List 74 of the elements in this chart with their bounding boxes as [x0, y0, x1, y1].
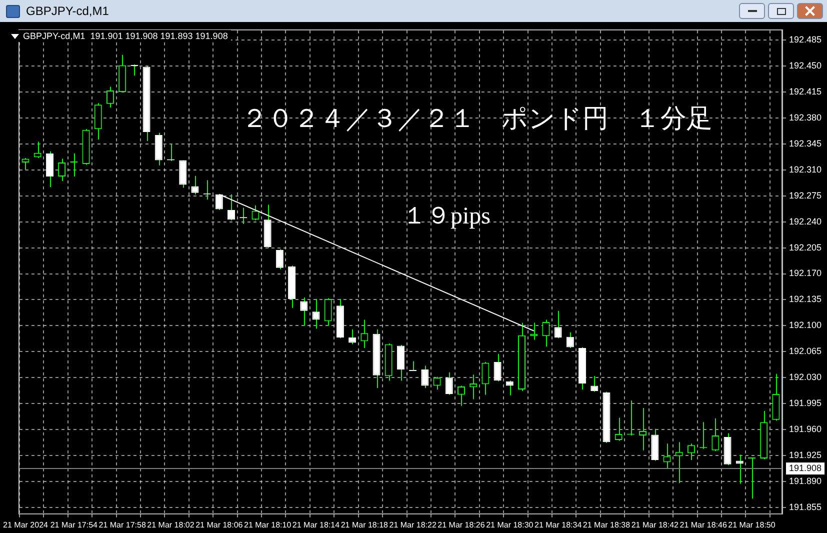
y-tick-label: 192.100	[789, 320, 822, 330]
x-tick-label: 21 Mar 18:02	[147, 520, 195, 530]
candlestick	[34, 141, 42, 159]
y-tick-label: 192.310	[789, 164, 822, 174]
candlestick	[130, 64, 138, 76]
candlestick	[482, 362, 490, 396]
x-tick-label: 21 Mar 18:26	[438, 520, 486, 530]
candlestick	[70, 153, 78, 178]
y-tick-label: 192.450	[789, 60, 822, 70]
candlestick	[348, 328, 356, 345]
candlestick	[396, 344, 404, 382]
x-tick-label: 21 Mar 18:34	[534, 520, 582, 530]
candlestick	[470, 374, 478, 400]
candlestick	[300, 296, 308, 326]
candlestick	[639, 408, 647, 451]
x-tick-label: 21 Mar 18:38	[582, 520, 631, 530]
x-tick-label: 21 Mar 18:50	[728, 520, 776, 530]
x-tick-label: 21 Mar 17:58	[98, 520, 146, 530]
y-tick-label: 192.345	[789, 138, 822, 148]
y-tick-label: 192.065	[789, 346, 822, 356]
x-tick-label: 21 Mar 17:54	[50, 520, 98, 530]
candlestick	[46, 150, 54, 188]
x-tick-label: 21 Mar 2024	[3, 520, 49, 530]
y-tick-label: 192.415	[789, 86, 822, 96]
candlestick	[506, 380, 514, 396]
chart-title: GBPJPY-cd,M1	[26, 4, 109, 18]
y-tick-label: 192.205	[789, 242, 822, 252]
candlestick	[94, 102, 102, 140]
candlestick	[276, 248, 284, 270]
y-tick-label: 191.855	[789, 502, 822, 512]
x-tick-label: 21 Mar 18:46	[680, 520, 728, 530]
candlestick	[748, 457, 756, 500]
x-tick-label: 21 Mar 18:14	[292, 520, 340, 530]
ref-line-label: 191.908	[789, 462, 822, 473]
y-tick-label: 192.485	[789, 34, 822, 45]
candlestick	[22, 158, 30, 170]
candlestick	[179, 160, 187, 188]
x-tick-label: 21 Mar 18:18	[340, 520, 389, 530]
x-tick-label: 21 Mar 18:30	[486, 520, 534, 530]
candlestick	[590, 376, 598, 392]
candlestick	[445, 372, 453, 396]
candlestick	[554, 310, 562, 339]
candlestick	[772, 373, 780, 422]
candlestick	[712, 418, 720, 452]
x-tick-label: 21 Mar 18:42	[631, 520, 680, 530]
y-tick-label: 192.275	[789, 190, 822, 200]
candlestick	[312, 298, 320, 330]
y-tick-label: 192.030	[789, 372, 822, 382]
candlestick	[191, 175, 199, 195]
annotation: ２０２４／３／２１ ポンド円 １分足	[241, 104, 712, 134]
candlestick	[421, 365, 429, 389]
y-tick-label: 191.995	[789, 398, 822, 408]
candlestick	[409, 360, 417, 372]
annotation: １９pips	[402, 204, 490, 230]
x-tick-label: 21 Mar 18:22	[389, 520, 437, 530]
candlestick	[736, 454, 744, 484]
y-tick-label: 192.170	[789, 268, 822, 278]
x-tick-label: 21 Mar 18:06	[196, 520, 244, 530]
y-tick-label: 191.925	[789, 450, 822, 460]
candlestick	[651, 428, 659, 462]
candlestick	[106, 86, 114, 108]
candlestick	[58, 158, 66, 182]
candlestick	[494, 353, 502, 382]
y-tick-label: 192.380	[789, 112, 822, 122]
y-tick-label: 192.135	[789, 294, 822, 304]
y-tick-label: 191.890	[789, 476, 822, 486]
candlestick	[542, 319, 550, 347]
candlestick	[154, 132, 162, 166]
candlestick	[675, 442, 683, 484]
y-tick-label: 191.960	[789, 424, 822, 434]
candlestick	[324, 298, 332, 326]
x-tick-label: 21 Mar 18:10	[244, 520, 292, 530]
y-tick-label: 192.240	[789, 216, 822, 226]
annotation: GBPJPY-cd,M1 191.901 191.908 191.893 191.908	[23, 31, 228, 41]
